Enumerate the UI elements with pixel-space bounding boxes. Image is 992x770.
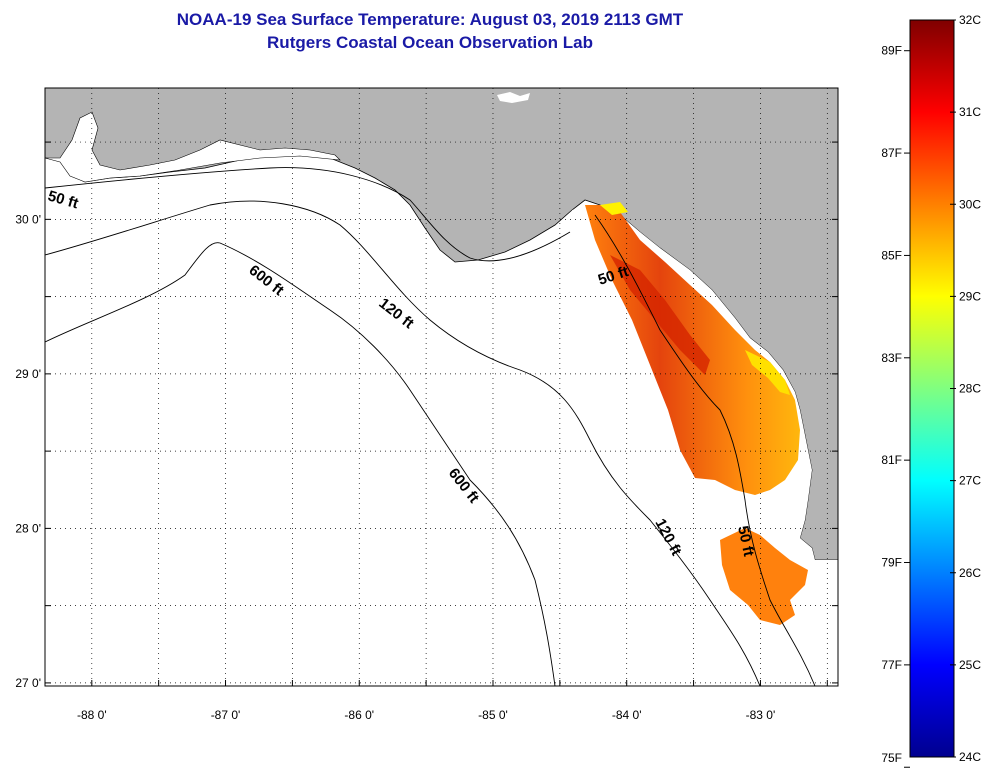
- colorbar-fahrenheit-label: 79F: [881, 556, 902, 570]
- lon-tick-label: -88 0': [77, 708, 107, 722]
- lat-tick-label: 29 0': [15, 367, 41, 381]
- axis-ticks: -88 0' -87 0' -86 0' -85 0' -84 0' -83 0' 30 0…: [15, 141, 838, 722]
- colorbar-celsius-label: 28C: [959, 382, 981, 396]
- depth-label: 50 ft: [734, 524, 757, 558]
- sst-yellow-north: [600, 202, 628, 215]
- colorbar-fahrenheit-label: 83F: [881, 351, 902, 365]
- colorbar-fahrenheit-label: 85F: [881, 248, 902, 262]
- contour-120ft: [45, 200, 761, 686]
- map-subtitle: Rutgers Coastal Ocean Observation Lab: [267, 33, 593, 52]
- colorbar-celsius-label: 25C: [959, 658, 981, 672]
- map-title: NOAA-19 Sea Surface Temperature: August …: [176, 10, 684, 29]
- sst-swath-south: [720, 528, 808, 625]
- contour-50ft-east: [594, 214, 816, 686]
- colorbar-celsius-label: 31C: [959, 105, 981, 119]
- map-frame: [44, 87, 839, 687]
- colorbar-celsius-label: 26C: [959, 566, 981, 580]
- contour-50ft-west: [45, 167, 571, 262]
- lake: [497, 92, 530, 103]
- lon-tick-label: -84 0': [612, 708, 642, 722]
- colorbar: [909, 19, 955, 758]
- colorbar-fahrenheit-label: 75F: [881, 751, 902, 765]
- colorbar-fahrenheit-label: 77F: [881, 658, 902, 672]
- colorbar-labels: 32C 31C 30C 29C 28C 27C 26C 25C 24C 89F 87F 85F 83F 8…: [881, 13, 981, 768]
- lat-tick-label: 30 0': [15, 212, 41, 226]
- sst-hot-core: [610, 255, 710, 375]
- colorbar-celsius-label: 29C: [959, 289, 981, 303]
- lon-tick-label: -87 0': [211, 708, 241, 722]
- lon-tick-label: -83 0': [746, 708, 776, 722]
- colorbar-celsius-label: 24C: [959, 750, 981, 764]
- colorbar-celsius-label: 27C: [959, 474, 981, 488]
- colorbar-fahrenheit-label: 87F: [881, 146, 902, 160]
- graticule: [45, 88, 838, 686]
- colorbar-fahrenheit-label: 89F: [881, 44, 902, 58]
- contour-600ft: [45, 242, 556, 686]
- sst-yellow-edge: [745, 350, 790, 395]
- colorbar-celsius-label: 32C: [959, 13, 981, 27]
- lon-tick-label: -85 0': [478, 708, 508, 722]
- bay: [45, 111, 341, 183]
- lat-tick-label: 28 0': [15, 521, 41, 535]
- lat-tick-label: 27 0': [15, 676, 41, 690]
- colorbar-fahrenheit-label: 81F: [881, 453, 902, 467]
- lon-tick-label: -86 0': [344, 708, 374, 722]
- colorbar-celsius-label: 30C: [959, 197, 981, 211]
